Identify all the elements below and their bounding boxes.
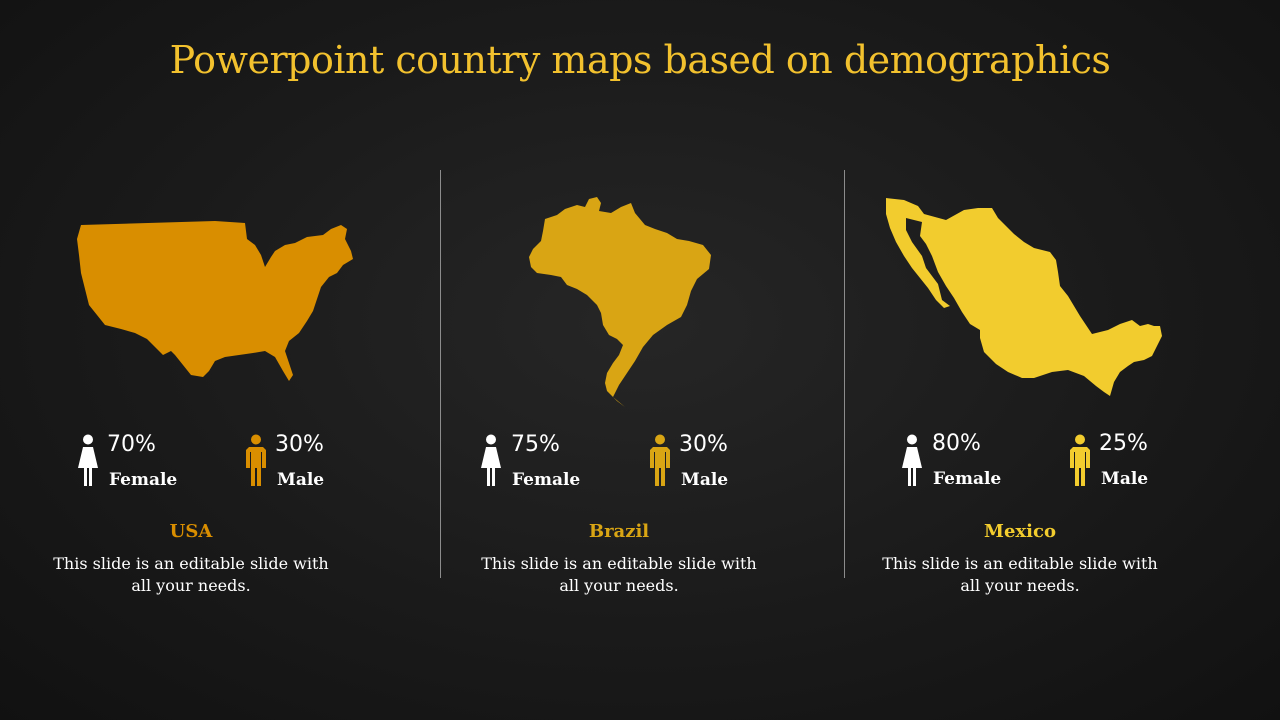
mexico-map xyxy=(886,198,1162,396)
usa-country-name: USA xyxy=(169,521,213,542)
female-icon xyxy=(481,434,501,486)
usa-map xyxy=(77,221,353,381)
brazil-male-percent: 30% xyxy=(679,432,728,457)
female-icon xyxy=(902,434,922,486)
column-divider-2 xyxy=(844,170,845,578)
usa-female-percent: 70% xyxy=(107,432,156,457)
brazil-description: This slide is an editable slide with all… xyxy=(481,554,757,595)
brazil-country-name: Brazil xyxy=(588,521,650,542)
mexico-female-percent: 80% xyxy=(932,431,981,456)
usa-male-label: Male xyxy=(277,470,325,490)
male-icon xyxy=(650,434,670,486)
female-icon xyxy=(78,434,98,486)
mexico-description: This slide is an editable slide with all… xyxy=(882,554,1158,595)
brazil-female-percent: 75% xyxy=(511,432,560,457)
usa-female-label: Female xyxy=(109,470,178,490)
slide-title: Powerpoint country maps based on demogra… xyxy=(169,38,1111,82)
usa-male-percent: 30% xyxy=(275,432,324,457)
column-divider-1 xyxy=(440,170,441,578)
mexico-country-name: Mexico xyxy=(984,521,1056,542)
mexico-male-percent: 25% xyxy=(1099,431,1148,456)
mexico-male-label: Male xyxy=(1101,469,1149,489)
usa-description: This slide is an editable slide with all… xyxy=(53,554,329,595)
brazil-female-label: Female xyxy=(512,470,581,490)
brazil-map xyxy=(529,197,711,407)
male-icon xyxy=(246,434,266,486)
male-icon xyxy=(1070,434,1090,486)
mexico-female-label: Female xyxy=(933,469,1002,489)
brazil-male-label: Male xyxy=(681,470,729,490)
